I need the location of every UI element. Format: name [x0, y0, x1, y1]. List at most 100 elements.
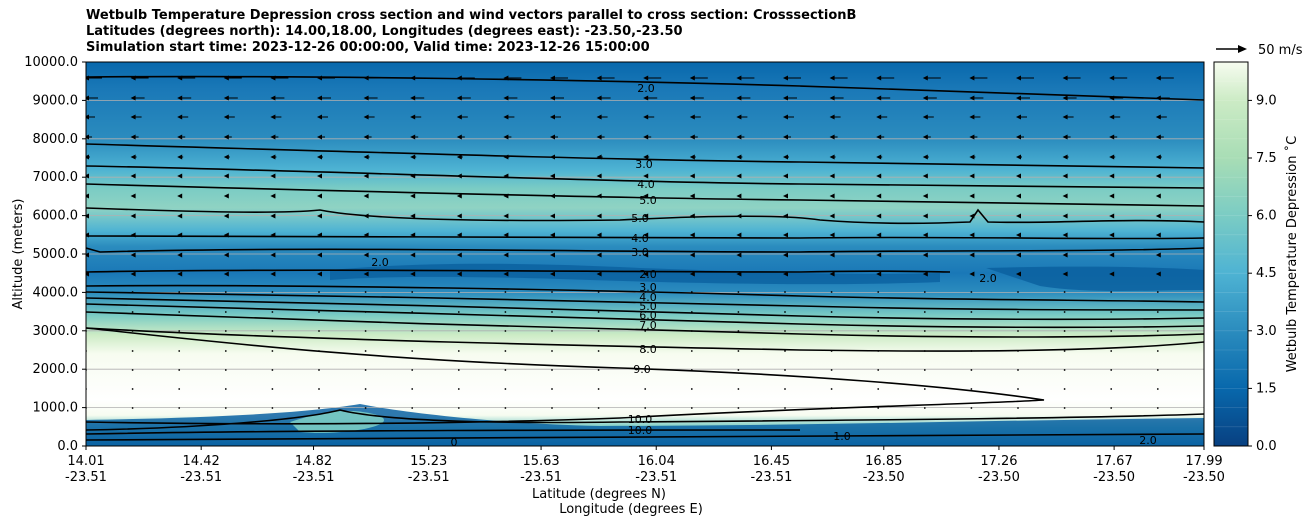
wind-vector-dot: [504, 388, 507, 390]
wind-vector-dot: [830, 388, 833, 390]
wind-vector-head: [177, 134, 183, 140]
wind-vector-dot: [737, 350, 740, 352]
wind-vector-dot: [364, 330, 367, 332]
wind-vector-head: [689, 193, 695, 199]
x-tick-label-longitude: -23.50: [863, 470, 905, 485]
wind-vector-head: [177, 75, 183, 81]
wind-vector-head: [922, 75, 928, 81]
wind-vector-head: [876, 271, 882, 277]
wind-vector-head: [363, 75, 369, 81]
wind-vector-head: [829, 271, 835, 277]
wind-vector-head: [1016, 173, 1021, 179]
wind-vector-head: [223, 75, 229, 81]
wind-vector-head: [1109, 114, 1115, 120]
wind-vector-dot: [271, 330, 274, 332]
contour-line: [86, 207, 1204, 225]
contour-label: 0: [451, 436, 458, 449]
wind-vector-head: [130, 232, 136, 238]
wind-vector-dot: [830, 330, 833, 332]
wind-vector-head: [363, 173, 369, 179]
wind-vector-head: [177, 114, 183, 120]
wind-vector-head: [503, 154, 509, 160]
wind-vector-dot: [1017, 407, 1019, 409]
wind-vector-head: [177, 154, 183, 160]
wind-vector-head: [689, 213, 695, 219]
wind-vector-dot: [131, 388, 134, 390]
wind-vector-head: [1016, 114, 1021, 120]
contour-label: 7.0: [639, 319, 657, 332]
wind-vector-dot: [1110, 388, 1113, 390]
y-tick-label: 9000.0: [33, 93, 79, 108]
wind-vector-head: [130, 75, 136, 81]
wind-vector-head: [643, 95, 649, 101]
wind-vector-head: [1016, 154, 1021, 160]
contour-label: 2.0: [979, 272, 997, 285]
wind-vector-head: [596, 95, 602, 101]
wind-vector-dot: [970, 291, 973, 293]
wind-vector-head: [223, 134, 229, 140]
wind-vector-head: [969, 213, 975, 219]
wind-vector-dot: [784, 407, 786, 409]
wind-vector-dot: [784, 311, 786, 313]
wind-vector-head: [456, 193, 462, 199]
wind-vector-head: [317, 114, 322, 120]
wind-vector-head: [1062, 193, 1068, 199]
wind-vector-dot: [131, 369, 134, 371]
wind-vector-head: [130, 134, 136, 140]
wind-vector-dot: [1156, 330, 1159, 332]
quiver-key-label: 50 m/s: [1258, 43, 1303, 58]
contour-line: [86, 429, 801, 435]
y-tick-label: 0.0: [57, 439, 78, 454]
colorbar-tick-label: 3.0: [1256, 324, 1277, 339]
wind-vector-head: [689, 173, 695, 179]
wind-vector-head: [689, 252, 695, 258]
wind-vector-head: [317, 193, 322, 199]
wind-vector-head: [503, 271, 509, 277]
wind-vector-head: [317, 252, 322, 258]
wind-vector-dot: [1156, 407, 1159, 409]
wind-vector-head: [736, 232, 742, 238]
wind-vector-head: [1109, 75, 1115, 81]
wind-vector-head: [876, 252, 882, 258]
wind-vector-dot: [224, 407, 227, 409]
contour-label: 4.0: [637, 178, 655, 191]
wind-vector-head: [829, 232, 835, 238]
wind-vector-head: [876, 134, 882, 140]
wind-vector-dot: [644, 369, 647, 371]
wind-vector-head: [689, 134, 695, 140]
wind-vector-head: [130, 154, 136, 160]
x-axis-label-longitude: Longitude (degrees E): [559, 502, 703, 517]
wind-vector-dot: [923, 388, 926, 390]
wind-vector-dot: [877, 311, 880, 313]
wind-vector-head: [643, 75, 649, 81]
wind-vector-head: [643, 232, 649, 238]
wind-vector-dot: [1110, 291, 1113, 293]
wind-vector-dot: [318, 369, 320, 371]
wind-vector-head: [596, 213, 602, 219]
wind-vector-dot: [1156, 388, 1159, 390]
wind-vector-head: [223, 271, 229, 277]
wind-vector-head: [223, 213, 229, 219]
title-line-3: Simulation start time: 2023-12-26 00:00:…: [86, 40, 650, 55]
wind-vector-dot: [131, 330, 134, 332]
wind-vector-dot: [970, 330, 973, 332]
wind-vector-head: [456, 173, 462, 179]
wind-vector-head: [270, 271, 276, 277]
wind-vector-dot: [364, 350, 367, 352]
wind-vector-dot: [877, 291, 880, 293]
wind-vector-head: [550, 252, 555, 258]
wind-vector-dot: [923, 407, 926, 409]
wind-vector-head: [270, 193, 276, 199]
wind-vector-head: [689, 114, 695, 120]
low-depression-band: [986, 266, 1204, 291]
wind-vector-dot: [131, 350, 134, 352]
wind-vector-head: [363, 114, 369, 120]
wind-vector-head: [783, 252, 788, 258]
wind-vector-head: [86, 193, 89, 199]
contour-label: 5.0: [639, 300, 657, 313]
contour-label: 8.0: [639, 343, 657, 356]
wind-vector-head: [689, 75, 695, 81]
x-tick-label-longitude: -23.51: [635, 470, 677, 485]
wind-vector-head: [783, 271, 788, 277]
wind-vector-head: [1016, 232, 1021, 238]
